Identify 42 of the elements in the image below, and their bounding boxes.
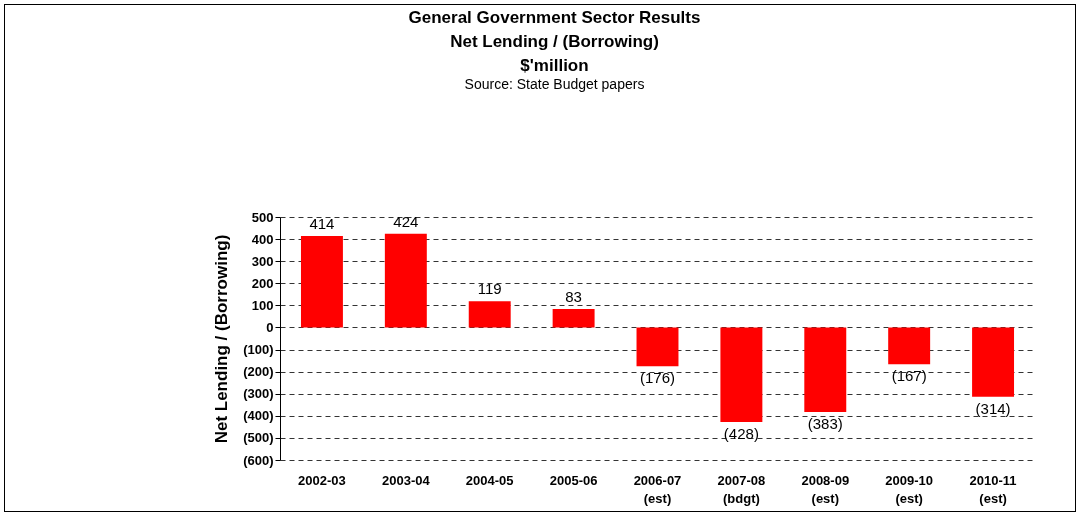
y-tick-label: (300) bbox=[243, 386, 274, 402]
x-tick-label: 2005-06 bbox=[549, 472, 598, 488]
y-tick-label: (100) bbox=[243, 342, 274, 358]
data-label: (428) bbox=[723, 425, 759, 442]
y-tick-label: 400 bbox=[251, 231, 274, 247]
x-tick-label: 2002-03 bbox=[298, 472, 346, 488]
data-label: 424 bbox=[393, 212, 419, 230]
chart-title: General Government Sector Results Net Lending / (Borrowing) $'million bbox=[408, 8, 701, 75]
bar bbox=[384, 233, 427, 328]
data-label: (314) bbox=[975, 399, 1011, 417]
bar bbox=[468, 301, 511, 328]
bar bbox=[552, 309, 595, 328]
x-tick-label: 2008-09 (est) bbox=[801, 472, 850, 506]
y-tick-label: 500 bbox=[251, 209, 274, 225]
x-tick-label: 2007-08 (bdgt) bbox=[717, 472, 766, 506]
y-axis-title: Net Lending / (Borrowing) bbox=[212, 234, 232, 444]
data-label: 119 bbox=[477, 280, 502, 298]
bar bbox=[804, 327, 847, 413]
y-tick-label: (400) bbox=[243, 408, 274, 424]
bar bbox=[888, 327, 931, 365]
data-label: (167) bbox=[891, 367, 927, 385]
bar bbox=[300, 236, 343, 328]
y-tick-label: 100 bbox=[251, 297, 274, 313]
x-tick-label: 2006-07 (est) bbox=[633, 472, 682, 506]
y-tick-label: (200) bbox=[243, 364, 274, 380]
x-tick-label: 2009-10 (est) bbox=[885, 472, 934, 506]
x-tick-label: 2003-04 bbox=[381, 472, 431, 488]
chart-subtitle: Source: State Budget papers bbox=[464, 76, 645, 92]
y-tick-label: 0 bbox=[266, 319, 274, 335]
y-tick-label: (500) bbox=[243, 430, 274, 446]
y-tick-label: (600) bbox=[243, 452, 274, 468]
y-tick-label: 300 bbox=[251, 253, 274, 269]
data-label: 83 bbox=[565, 288, 582, 306]
y-tick-label: 200 bbox=[251, 275, 274, 291]
data-label: (176) bbox=[639, 369, 676, 387]
x-tick-label: 2004-05 bbox=[465, 472, 514, 488]
x-tick-label: 2010-11 (est) bbox=[969, 472, 1017, 506]
bar bbox=[636, 327, 679, 367]
bar bbox=[972, 327, 1015, 397]
data-label: (383) bbox=[807, 415, 843, 433]
data-label: 414 bbox=[309, 215, 335, 232]
bar bbox=[720, 327, 763, 422]
